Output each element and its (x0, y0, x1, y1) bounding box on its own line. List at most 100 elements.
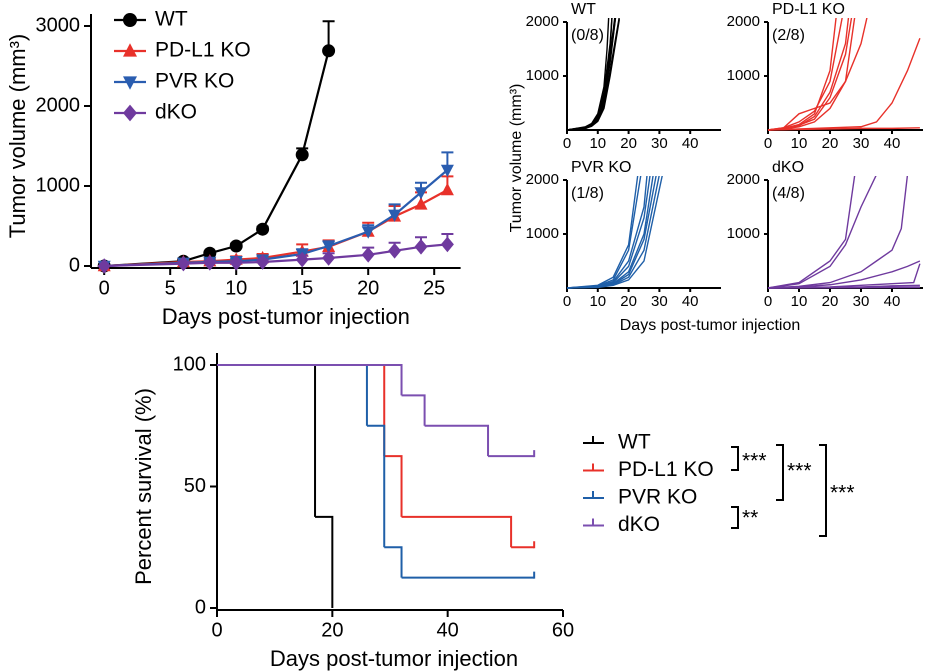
panel-title: WT (571, 1, 596, 18)
legend-label: PD-L1 KO (618, 458, 714, 481)
marker (123, 76, 137, 90)
marker (322, 250, 336, 266)
y-axis-label: Tumor volume (mm³) (5, 34, 30, 239)
axes: 1000 2000 0 10 20 30 40 PD-L1 KO (2/8) (727, 1, 923, 152)
marker (414, 197, 428, 210)
y-tick-label: 0 (195, 596, 206, 618)
marker (256, 222, 270, 236)
series-line (566, 18, 617, 131)
marker (203, 246, 217, 260)
x-tick-label: 5 (165, 277, 176, 299)
x-tick-label: 40 (884, 135, 901, 152)
panel-title: PVR KO (571, 159, 631, 176)
marker (414, 187, 428, 200)
y-tick-label: 1000 (727, 225, 760, 242)
x-tick-label: 40 (682, 293, 699, 310)
marker (440, 236, 454, 253)
x-tick-label: 10 (791, 135, 808, 152)
small-x-label: Days post-tumor injection (620, 317, 801, 334)
legend-label: dKO (618, 513, 660, 536)
legend-line (583, 463, 604, 472)
significance-brackets (731, 444, 827, 537)
x-tick-label: 10 (589, 293, 606, 310)
x-tick-label: 20 (620, 293, 637, 310)
survival-step (315, 515, 334, 608)
plot-area (97, 20, 454, 274)
x-tick-label: 20 (321, 619, 343, 641)
marker (229, 255, 243, 271)
survival-step (217, 364, 317, 517)
y-tick-label: 1000 (727, 67, 760, 84)
legend-label: WT (155, 8, 188, 31)
significance-label: *** (787, 460, 812, 483)
marker (322, 44, 336, 58)
series-line (767, 18, 856, 131)
y-tick-label: 2000 (526, 13, 559, 30)
marker (203, 255, 217, 271)
legend-line (583, 518, 604, 527)
marker (388, 209, 402, 222)
y-axis-label: Percent survival (%) (131, 388, 156, 585)
legend-line (583, 491, 604, 499)
y-tick-label: 2000 (727, 171, 760, 188)
survival-step (401, 515, 513, 548)
x-tick-label: 30 (853, 293, 870, 310)
significance-label: *** (830, 482, 855, 505)
x-tick-label: 60 (552, 619, 574, 641)
x-tick-label: 20 (620, 135, 637, 152)
y-tick-label: 1000 (526, 225, 559, 242)
marker (123, 43, 137, 57)
x-tick-label: 0 (764, 135, 772, 152)
x-tick-label: 20 (822, 293, 839, 310)
legend-label: PVR KO (618, 486, 697, 509)
marker (123, 13, 137, 27)
x-tick-label: 0 (764, 293, 772, 310)
x-tick-label: 40 (884, 293, 901, 310)
y-tick-label: 50 (184, 475, 206, 497)
marker (361, 247, 375, 263)
series-line (767, 286, 920, 289)
significance-label: *** (742, 450, 767, 473)
panel-title: dKO (772, 159, 804, 176)
axes: 1000 2000 0 10 20 30 40 PVR KO (1/8) (526, 159, 721, 310)
survival-step (384, 546, 403, 578)
series-line (566, 176, 663, 289)
x-tick-label: 0 (563, 293, 571, 310)
plot-area (767, 18, 921, 131)
x-tick-label: 15 (291, 277, 313, 299)
x-tick-label: 40 (682, 135, 699, 152)
survival-step (217, 364, 386, 457)
series-line (767, 176, 877, 289)
x-tick-label: 10 (791, 293, 808, 310)
plot-area (217, 364, 536, 608)
legend-label: PVR KO (155, 70, 234, 93)
marker (229, 239, 243, 253)
plot-area (566, 176, 663, 289)
legend: WT PD-L1 KO PVR KO dKO (114, 8, 251, 124)
plot-area (767, 176, 921, 289)
y-tick-label: 2000 (727, 13, 760, 30)
x-tick-label: 0 (211, 619, 222, 641)
x-tick-label: 10 (589, 135, 606, 152)
plot-area (566, 18, 621, 131)
panel-annotation: (1/8) (571, 185, 604, 202)
survival-step (401, 394, 426, 426)
x-axis-label: Days post-tumor injection (162, 304, 410, 329)
x-tick-label: 30 (651, 293, 668, 310)
legend-label: dKO (155, 101, 197, 124)
survival-step (217, 364, 368, 426)
legend-label: PD-L1 KO (155, 39, 251, 62)
x-tick-label: 10 (225, 277, 247, 299)
x-tick-label: 30 (651, 135, 668, 152)
x-tick-label: 25 (423, 277, 445, 299)
y-tick-label: 3000 (36, 14, 81, 36)
y-tick-label: 0 (69, 254, 80, 276)
axes: 1000 2000 0 10 20 30 40 dKO (4/8) (727, 159, 923, 310)
axes: 0 50 100 0 20 40 60 Days post-tumor injection Pe… (131, 353, 574, 671)
marker (440, 164, 454, 178)
marker (256, 254, 270, 270)
panel-annotation: (2/8) (772, 27, 805, 44)
legend-label: WT (618, 431, 651, 454)
panel-title: PD-L1 KO (772, 1, 845, 18)
